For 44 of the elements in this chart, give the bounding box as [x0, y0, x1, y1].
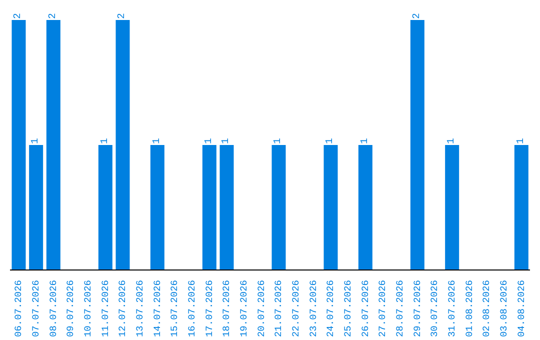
data-label: 2 — [117, 12, 128, 19]
x-tick-label: 06.07.2026 — [13, 280, 24, 338]
data-label: 1 — [204, 138, 215, 144]
x-tick-label: 30.07.2026 — [429, 280, 440, 338]
x-tick-label: 27.07.2026 — [377, 280, 388, 338]
x-tick-label: 01.08.2026 — [464, 280, 475, 338]
data-label: 2 — [13, 12, 24, 19]
x-tick-label: 04.08.2026 — [516, 280, 527, 338]
data-label: 1 — [516, 138, 527, 144]
data-label: 1 — [360, 138, 371, 144]
x-tick-label: 23.07.2026 — [308, 280, 319, 338]
x-tick-label: 15.07.2026 — [169, 280, 180, 338]
x-tick-label: 25.07.2026 — [342, 280, 354, 338]
x-tick-label: 21.07.2026 — [273, 280, 284, 338]
x-tick-label: 02.08.2026 — [481, 280, 492, 338]
x-tick-label: 19.07.2026 — [238, 280, 250, 338]
x-tick-label: 17.07.2026 — [204, 280, 215, 338]
x-tick-label: 20.07.2026 — [256, 280, 267, 338]
x-tick-label: 09.07.2026 — [65, 280, 76, 338]
data-label: 2 — [412, 12, 423, 19]
data-label: 1 — [221, 138, 232, 144]
x-tick-label: 12.07.2026 — [117, 280, 128, 338]
x-tick-label: 16.07.2026 — [186, 280, 198, 338]
data-label: 2 — [48, 12, 59, 19]
x-tick-label: 31.07.2026 — [446, 280, 458, 338]
x-tick-label: 10.07.2026 — [82, 280, 94, 338]
data-label: 1 — [273, 138, 284, 144]
x-tick-label: 14.07.2026 — [152, 280, 163, 338]
x-tick-label: 08.07.2026 — [48, 280, 59, 338]
data-label: 1 — [30, 138, 42, 144]
data-label: 1 — [446, 138, 458, 144]
data-label: 1 — [152, 138, 163, 144]
x-tick-label: 24.07.2026 — [325, 280, 336, 338]
x-tick-label: 28.07.2026 — [394, 280, 406, 338]
x-tick-label: 07.07.2026 — [30, 280, 42, 338]
x-tick-label: 26.07.2026 — [360, 280, 371, 338]
x-tick-label: 11.07.2026 — [100, 280, 111, 338]
data-label: 1 — [100, 138, 111, 144]
x-tick-label: 22.07.2026 — [290, 280, 302, 338]
x-tick-label: 13.07.2026 — [134, 280, 146, 338]
data-label: 1 — [325, 138, 336, 144]
x-tick-label: 03.08.2026 — [498, 280, 510, 338]
x-tick-label: 18.07.2026 — [221, 280, 232, 338]
x-tick-label: 29.07.2026 — [412, 280, 423, 338]
